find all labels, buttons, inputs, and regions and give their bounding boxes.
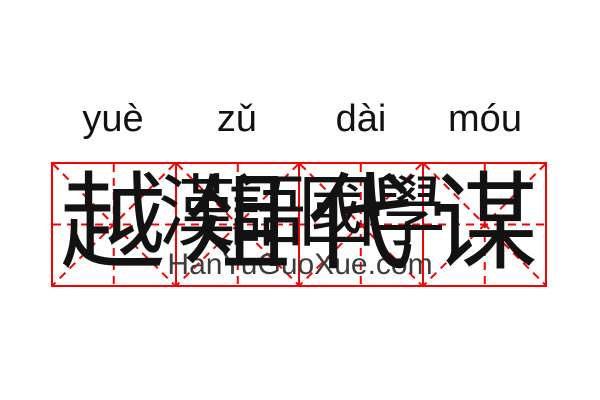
pinyin-syllable: zǔ xyxy=(216,98,258,140)
watermark-hanzi: 學 xyxy=(368,169,447,256)
idiom-character: 代 xyxy=(308,165,414,283)
pinyin-syllable: dài xyxy=(335,98,387,140)
site-watermark: HanYuGuoXue.com xyxy=(167,248,433,281)
pinyin-syllable: yuè xyxy=(82,98,144,140)
watermark-hanzi: 漢 xyxy=(158,169,237,256)
grid-guides xyxy=(176,164,298,285)
grid-guides xyxy=(423,164,545,285)
practice-grid xyxy=(51,162,547,287)
grid-cell xyxy=(423,164,545,285)
watermark-hanzi: 語 xyxy=(228,169,307,256)
grid-cell xyxy=(176,164,300,285)
grid-cell xyxy=(300,164,424,285)
hanzi-watermark: 漢 語 國 學 xyxy=(158,169,447,256)
idiom-character: 越 xyxy=(60,165,166,283)
grid-guides xyxy=(300,164,422,285)
pinyin-row: yuè zǔ dài móu xyxy=(51,96,547,144)
idiom-character: 俎 xyxy=(184,165,290,283)
grid-cell xyxy=(53,164,177,285)
idiom-characters-row: 越 俎 代 谋 xyxy=(51,162,547,287)
idiom-character: 谋 xyxy=(432,165,538,283)
grid-guides xyxy=(53,164,175,285)
pinyin-syllable: móu xyxy=(448,98,522,140)
watermark-hanzi: 國 xyxy=(298,169,377,256)
